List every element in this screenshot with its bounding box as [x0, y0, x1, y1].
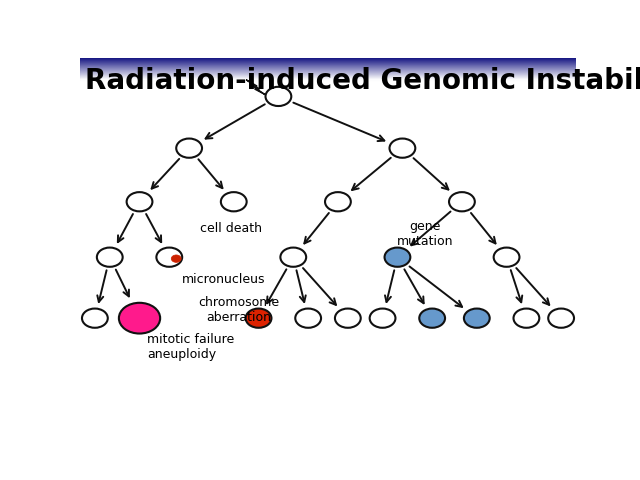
Text: Radiation-induced Genomic Instability: Radiation-induced Genomic Instability — [85, 67, 640, 95]
Polygon shape — [246, 80, 265, 95]
Circle shape — [97, 248, 123, 267]
Text: mitotic failure
aneuploidy: mitotic failure aneuploidy — [147, 333, 234, 361]
Circle shape — [295, 309, 321, 328]
Circle shape — [119, 303, 160, 334]
Circle shape — [325, 192, 351, 211]
Circle shape — [464, 309, 490, 328]
Circle shape — [156, 248, 182, 267]
Text: cell death: cell death — [200, 222, 262, 235]
Circle shape — [370, 309, 396, 328]
Circle shape — [172, 255, 181, 263]
Circle shape — [82, 309, 108, 328]
Circle shape — [127, 192, 152, 211]
Circle shape — [513, 309, 540, 328]
Text: micronucleus: micronucleus — [182, 273, 265, 286]
Circle shape — [335, 309, 361, 328]
Circle shape — [385, 248, 410, 267]
Circle shape — [548, 309, 574, 328]
Circle shape — [493, 248, 520, 267]
Circle shape — [419, 309, 445, 328]
Text: chromosome
aberration: chromosome aberration — [198, 296, 279, 324]
Circle shape — [390, 139, 415, 158]
Circle shape — [266, 87, 291, 106]
Text: gene
mutation: gene mutation — [396, 220, 453, 248]
Circle shape — [280, 248, 306, 267]
Circle shape — [449, 192, 475, 211]
Circle shape — [246, 309, 271, 328]
Circle shape — [176, 139, 202, 158]
Circle shape — [221, 192, 246, 211]
